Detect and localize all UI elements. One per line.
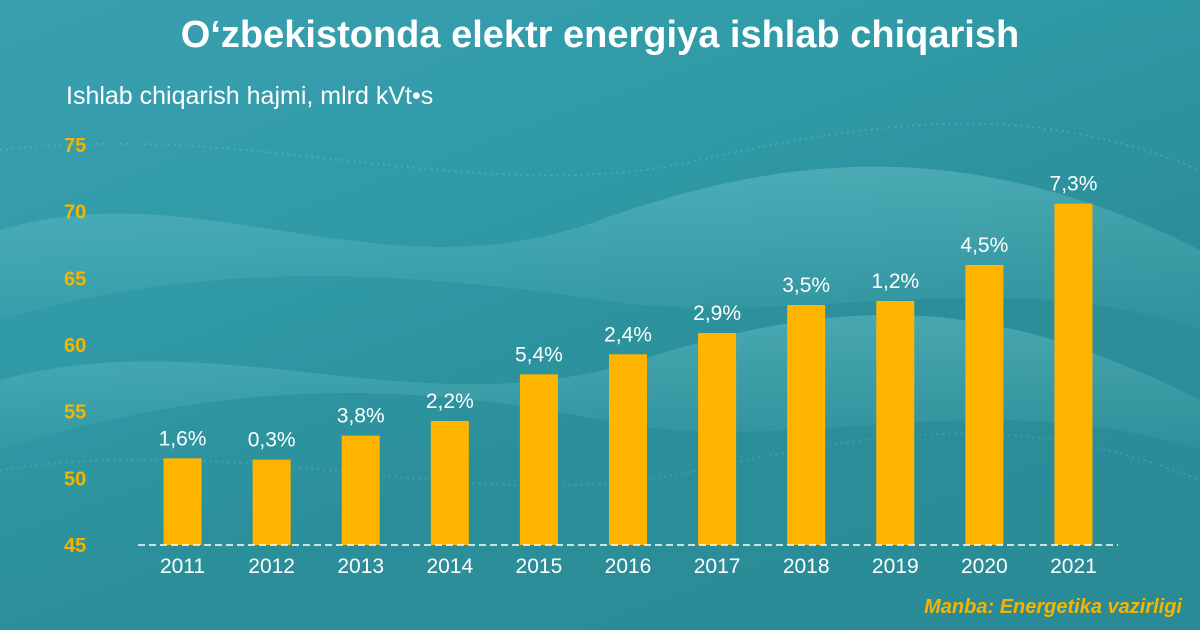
x-tick-label: 2014 [426,555,473,578]
data-label: 7,3% [1050,173,1098,196]
y-tick-label: 50 [64,468,86,490]
bar [430,421,469,545]
bar [609,354,647,545]
y-tick-label: 60 [64,335,86,357]
source-note: Manba: Energetika vazirligi [924,596,1182,618]
bar [341,435,380,545]
bar [787,305,826,545]
data-label: 3,5% [782,274,830,297]
data-label: 2,4% [604,323,652,346]
bar [252,459,291,545]
chart-title: O‘zbekistonda elektr energiya ishlab chi… [180,14,1020,56]
bar [163,458,202,545]
bar [876,301,915,545]
bar [698,333,737,545]
bar [519,374,558,545]
y-tick-label: 45 [64,535,86,557]
y-tick-label: 65 [64,268,86,290]
y-tick-label: 75 [64,135,86,157]
x-tick-label: 2018 [783,555,830,578]
x-tick-label: 2012 [248,555,295,578]
data-label: 5,4% [515,343,563,366]
x-tick-label: 2011 [160,555,205,578]
data-label: 2,2% [426,390,474,413]
y-tick-label: 55 [64,402,86,424]
data-label: 1,2% [871,270,919,293]
x-tick-label: 2020 [961,555,1008,578]
x-tick-label: 2016 [605,555,652,578]
y-tick-label: 70 [64,202,86,224]
x-tick-label: 2015 [516,555,563,578]
x-tick-label: 2017 [694,555,741,578]
x-tick-label: 2021 [1050,555,1097,578]
data-label: 0,3% [248,429,296,452]
bar [965,265,1004,545]
chart-subtitle: Ishlab chiqarish hajmi, mlrd kVt•s [66,82,434,110]
data-label: 1,6% [159,427,207,450]
bar [1054,203,1093,545]
x-tick-label: 2019 [872,555,919,578]
data-label: 4,5% [960,234,1008,257]
x-tick-label: 2013 [337,555,384,578]
data-label: 3,8% [337,405,385,428]
data-label: 2,9% [693,302,741,325]
